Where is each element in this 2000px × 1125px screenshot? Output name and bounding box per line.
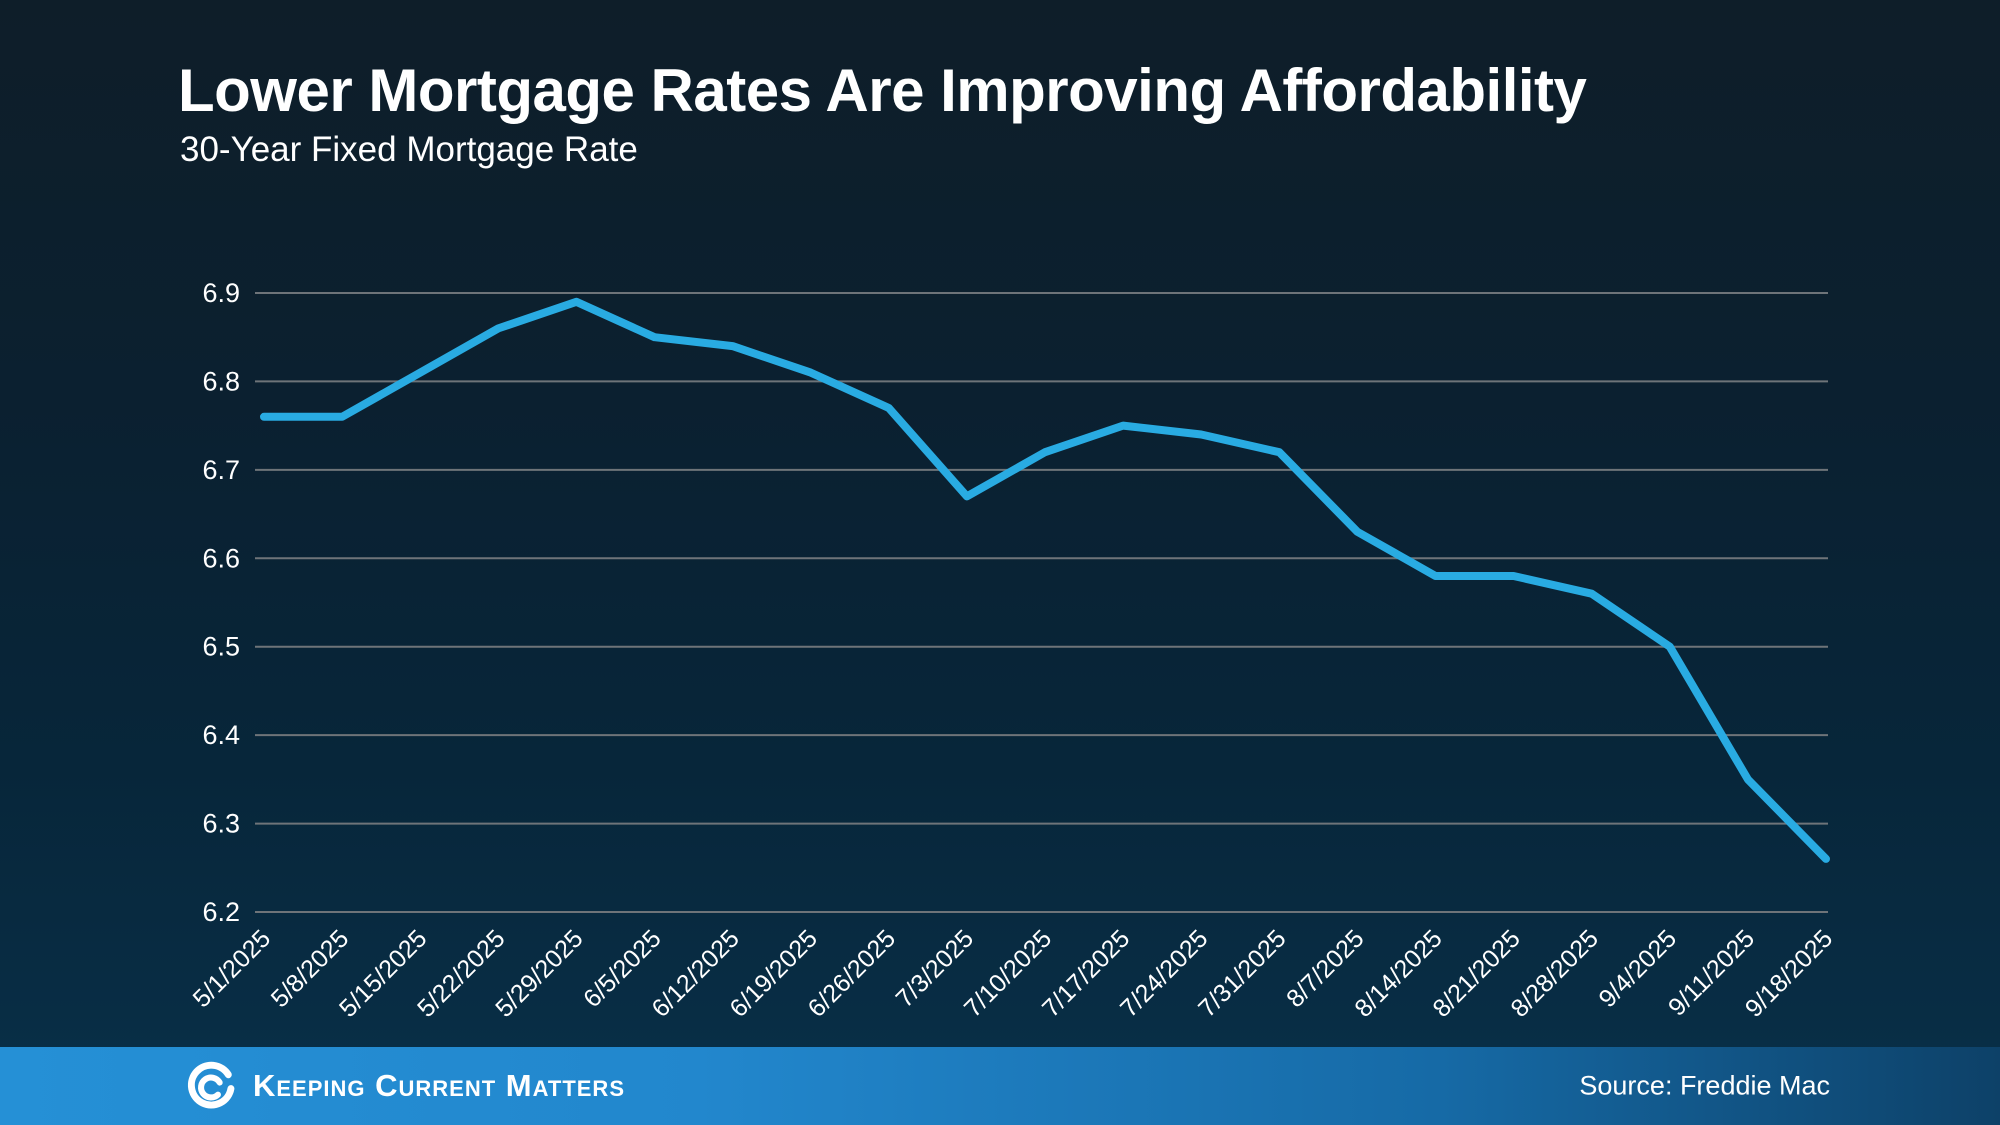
y-tick-label: 6.6 (202, 543, 240, 573)
kcm-swirl-icon (187, 1061, 235, 1109)
brand-name: Keeping Current Matters (253, 1068, 625, 1103)
y-tick-label: 6.8 (202, 366, 240, 396)
x-tick-label: 5/1/2025 (188, 924, 277, 1013)
source-label: Source: Freddie Mac (1579, 1070, 1830, 1101)
chart-subtitle: 30-Year Fixed Mortgage Rate (180, 130, 638, 169)
page-title: Lower Mortgage Rates Are Improving Affor… (178, 57, 1587, 124)
y-tick-label: 6.4 (202, 720, 240, 750)
y-tick-label: 6.2 (202, 897, 240, 927)
brand-lockup: Keeping Current Matters (185, 1060, 625, 1112)
y-tick-label: 6.7 (202, 455, 240, 485)
y-tick-label: 6.3 (202, 809, 240, 839)
y-tick-label: 6.9 (202, 278, 240, 308)
footer-bar: Keeping Current Matters Source: Freddie … (0, 1047, 2000, 1125)
y-tick-label: 6.5 (202, 632, 240, 662)
rate-line-series (260, 297, 1830, 863)
